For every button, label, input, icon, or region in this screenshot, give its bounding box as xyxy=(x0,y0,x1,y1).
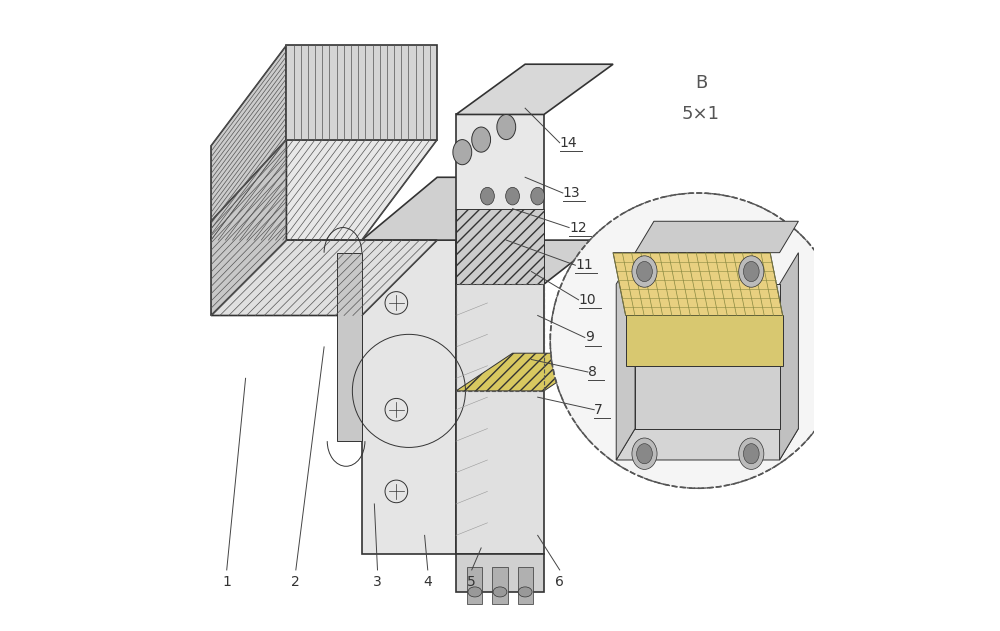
Polygon shape xyxy=(456,353,601,391)
Bar xyxy=(467,567,482,604)
Text: 11: 11 xyxy=(575,258,593,272)
Circle shape xyxy=(550,193,846,488)
Polygon shape xyxy=(613,252,783,316)
Text: 2: 2 xyxy=(291,575,300,589)
Polygon shape xyxy=(211,139,286,316)
Ellipse shape xyxy=(632,438,657,469)
Polygon shape xyxy=(362,240,456,554)
Text: 4: 4 xyxy=(423,575,432,589)
Ellipse shape xyxy=(468,587,482,597)
Ellipse shape xyxy=(637,261,652,281)
Text: B: B xyxy=(695,74,707,92)
Polygon shape xyxy=(635,284,780,428)
Polygon shape xyxy=(456,240,601,284)
Polygon shape xyxy=(286,45,437,139)
Text: 13: 13 xyxy=(563,186,580,200)
Polygon shape xyxy=(456,284,544,554)
Ellipse shape xyxy=(493,587,507,597)
Ellipse shape xyxy=(739,438,764,469)
Text: 5: 5 xyxy=(467,575,476,589)
Ellipse shape xyxy=(632,256,657,287)
Text: 10: 10 xyxy=(579,293,596,307)
Ellipse shape xyxy=(453,139,472,165)
Text: 7: 7 xyxy=(594,403,603,416)
Polygon shape xyxy=(456,64,613,114)
Ellipse shape xyxy=(506,187,519,205)
Text: 3: 3 xyxy=(373,575,382,589)
Polygon shape xyxy=(211,240,437,316)
Polygon shape xyxy=(616,252,635,460)
Text: 9: 9 xyxy=(585,331,594,345)
Polygon shape xyxy=(211,139,437,240)
Text: 14: 14 xyxy=(560,136,577,150)
Bar xyxy=(518,567,533,604)
Polygon shape xyxy=(337,252,362,441)
Polygon shape xyxy=(456,554,544,592)
Text: 5×1: 5×1 xyxy=(682,105,720,124)
Text: 6: 6 xyxy=(555,575,564,589)
Polygon shape xyxy=(635,366,780,428)
Polygon shape xyxy=(780,252,798,460)
Ellipse shape xyxy=(743,261,759,281)
Polygon shape xyxy=(635,221,798,252)
Ellipse shape xyxy=(743,444,759,464)
Ellipse shape xyxy=(518,587,532,597)
Bar xyxy=(456,209,544,284)
Polygon shape xyxy=(626,316,783,366)
Bar xyxy=(492,567,508,604)
Text: 8: 8 xyxy=(588,365,597,379)
Polygon shape xyxy=(616,428,798,460)
Ellipse shape xyxy=(637,444,652,464)
Ellipse shape xyxy=(472,127,491,152)
Ellipse shape xyxy=(531,187,545,205)
Text: 12: 12 xyxy=(569,221,587,235)
Ellipse shape xyxy=(481,187,494,205)
Polygon shape xyxy=(456,114,544,284)
Polygon shape xyxy=(211,45,286,240)
Ellipse shape xyxy=(497,114,516,139)
Polygon shape xyxy=(362,177,531,240)
Ellipse shape xyxy=(739,256,764,287)
Text: 1: 1 xyxy=(222,575,231,589)
